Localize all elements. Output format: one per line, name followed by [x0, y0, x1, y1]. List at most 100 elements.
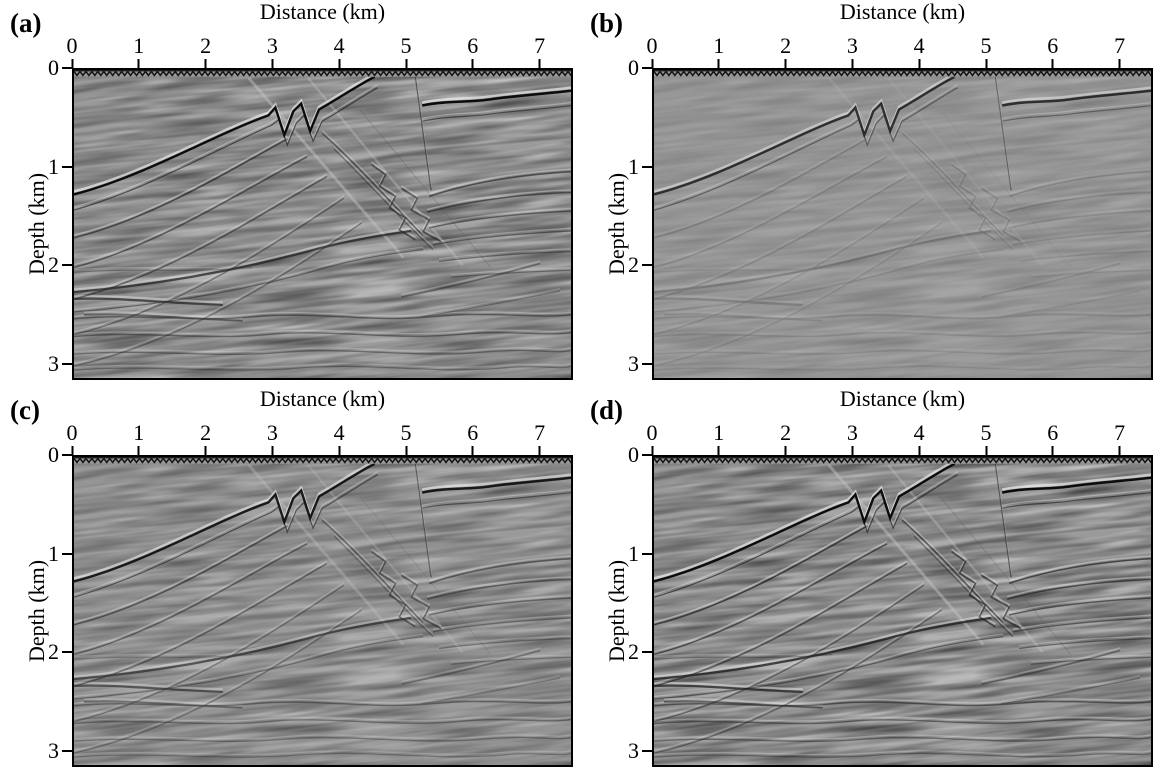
x-tick-5: 5	[401, 35, 412, 68]
x-tick-label: 4	[913, 33, 925, 58]
x-tick-0: 0	[647, 422, 658, 455]
x-tick-0: 0	[67, 422, 78, 455]
x-tick-label: 7	[1114, 420, 1126, 445]
x-tick-label: 4	[913, 420, 925, 445]
y-tick-3: 3	[628, 353, 652, 375]
x-tick-7: 7	[534, 422, 545, 455]
x-tick-mark	[985, 59, 988, 68]
x-tick-6: 6	[1047, 422, 1058, 455]
x-tick-label: 1	[713, 420, 725, 445]
x-tick-label: 2	[200, 420, 212, 445]
x-tick-mark	[137, 446, 140, 455]
x-tick-2: 2	[780, 422, 791, 455]
x-tick-mark	[538, 59, 541, 68]
x-tick-mark	[405, 59, 408, 68]
y-tick-mark	[642, 264, 652, 267]
x-tick-mark	[471, 59, 474, 68]
x-tick-mark	[204, 446, 207, 455]
x-tick-mark	[651, 446, 653, 455]
x-tick-mark	[784, 59, 787, 68]
x-tick-3: 3	[847, 35, 858, 68]
y-tick-1: 1	[48, 155, 72, 178]
x-tick-mark	[1118, 446, 1121, 455]
x-tick-5: 5	[981, 422, 992, 455]
x-tick-label: 3	[266, 420, 278, 445]
x-tick-3: 3	[267, 422, 278, 455]
x-tick-mark	[1051, 59, 1054, 68]
panel-c-label: (c)	[10, 395, 40, 425]
x-tick-7: 7	[534, 35, 545, 68]
y-tick-mark	[62, 165, 72, 168]
x-tick-mark	[137, 59, 140, 68]
x-tick-label: 7	[1114, 33, 1126, 58]
x-tick-mark	[471, 446, 474, 455]
y-tick-mark	[642, 651, 652, 654]
x-tick-mark	[717, 446, 720, 455]
x-tick-mark	[204, 59, 207, 68]
x-tick-2: 2	[200, 422, 211, 455]
y-tick-2: 2	[48, 641, 72, 663]
panel-a-seismic-image	[72, 68, 573, 380]
x-tick-label: 3	[846, 420, 858, 445]
panel-d-x-ticks: 0 1 2 3 4 5 6 7	[647, 409, 1153, 455]
panel-b-x-axis-title: Distance (km)	[839, 0, 966, 24]
y-tick-label: 1	[628, 540, 639, 566]
x-tick-label: 0	[646, 420, 658, 445]
x-tick-mark	[985, 446, 988, 455]
y-tick-label: 3	[48, 738, 59, 764]
x-tick-label: 5	[980, 420, 992, 445]
x-tick-3: 3	[267, 35, 278, 68]
x-tick-label: 6	[467, 33, 479, 58]
x-tick-5: 5	[981, 35, 992, 68]
y-tick-mark	[642, 454, 652, 456]
x-tick-0: 0	[647, 35, 658, 68]
x-tick-label: 1	[133, 33, 145, 58]
panel-a-label: (a)	[10, 8, 42, 38]
y-tick-0: 0	[628, 57, 652, 79]
x-tick-mark	[405, 446, 408, 455]
x-tick-4: 4	[334, 35, 345, 68]
x-tick-1: 1	[133, 35, 144, 68]
panel-c-seismic-image	[72, 455, 573, 767]
x-tick-mark	[918, 59, 921, 68]
x-tick-3: 3	[847, 422, 858, 455]
x-tick-1: 1	[133, 422, 144, 455]
y-tick-label: 2	[628, 639, 639, 665]
y-tick-2: 2	[628, 641, 652, 663]
x-tick-label: 0	[646, 33, 658, 58]
y-tick-label: 2	[628, 252, 639, 278]
x-tick-mark	[851, 446, 854, 455]
panel-c-x-ticks: 0 1 2 3 4 5 6 7	[67, 409, 573, 455]
y-tick-label: 1	[48, 540, 59, 566]
panel-b-label: (b)	[590, 8, 623, 38]
y-tick-3: 3	[48, 740, 72, 762]
panel-d-seismic-image	[652, 455, 1153, 767]
panel-d-x-axis-title: Distance (km)	[839, 386, 966, 411]
y-tick-1: 1	[48, 540, 72, 566]
y-tick-0: 0	[48, 57, 72, 79]
y-tick-mark	[62, 651, 72, 654]
x-tick-label: 6	[1047, 33, 1059, 58]
x-tick-6: 6	[467, 35, 478, 68]
x-tick-4: 4	[914, 422, 925, 455]
y-tick-mark	[62, 750, 72, 753]
panel-c-seismic-svg	[74, 457, 571, 765]
x-tick-label: 2	[780, 33, 792, 58]
x-tick-mark	[271, 446, 274, 455]
x-tick-mark	[1051, 446, 1054, 455]
y-tick-label: 3	[628, 351, 639, 377]
y-tick-mark	[62, 552, 72, 555]
x-tick-label: 1	[133, 420, 145, 445]
y-tick-2: 2	[48, 254, 72, 276]
x-tick-6: 6	[1047, 35, 1058, 68]
x-tick-label: 5	[400, 33, 412, 58]
y-tick-mark	[62, 454, 72, 456]
x-tick-label: 0	[66, 33, 78, 58]
panel-a-x-ticks: 0 1 2 3 4 5 6 7	[67, 22, 573, 68]
y-tick-label: 0	[628, 55, 639, 80]
x-tick-label: 3	[266, 33, 278, 58]
y-tick-label: 2	[48, 252, 59, 278]
x-tick-mark	[784, 446, 787, 455]
x-tick-mark	[717, 59, 720, 68]
